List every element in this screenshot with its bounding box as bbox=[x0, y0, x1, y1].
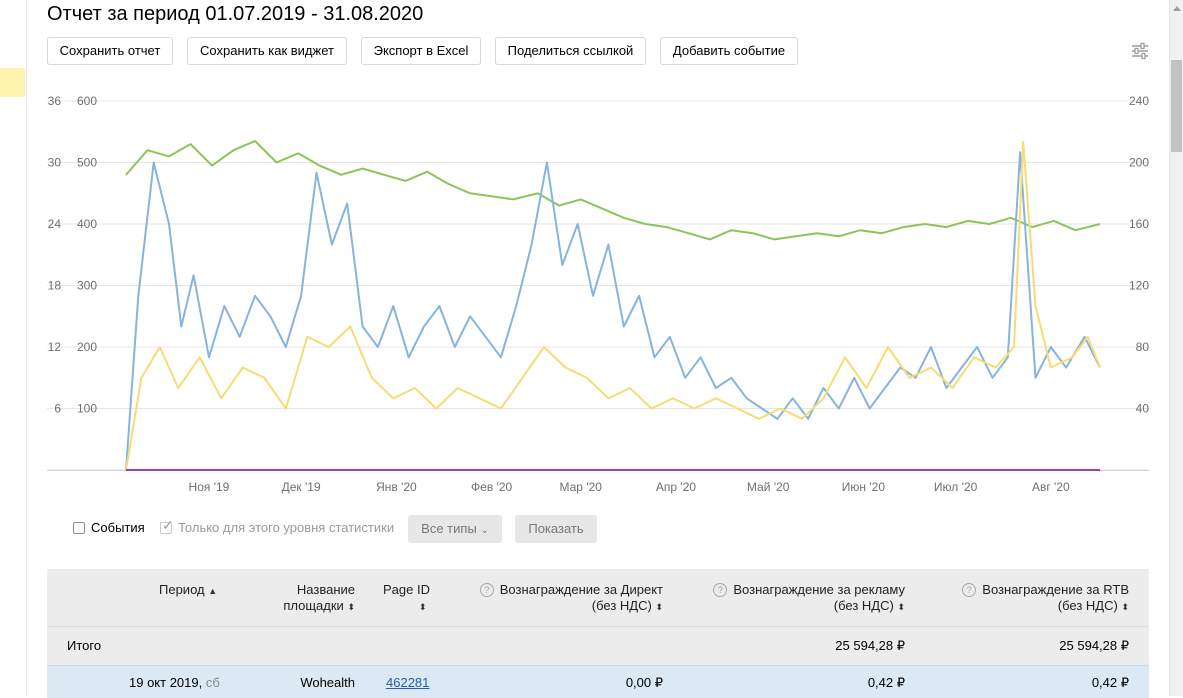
sort-asc-icon: ▲ bbox=[208, 586, 218, 596]
page-scrollbar[interactable] bbox=[1169, 0, 1183, 696]
chevron-down-icon: ⌄ bbox=[480, 525, 489, 536]
help-icon[interactable]: ? bbox=[962, 583, 977, 597]
total-label: Итого bbox=[67, 638, 102, 653]
left-axis-1-tick: 36 bbox=[48, 94, 62, 108]
row-site-name: Wohealth bbox=[300, 675, 355, 690]
sort-icon: ⬍ bbox=[655, 602, 663, 612]
x-axis-tick: Ноя '19 bbox=[189, 480, 230, 494]
x-axis-tick: Июн '20 bbox=[842, 480, 886, 494]
scrollbar-thumb[interactable] bbox=[1171, 60, 1182, 152]
chart-controls: События ✓ Только для этого уровня статис… bbox=[0, 514, 1183, 544]
right-axis-tick: 200 bbox=[1129, 156, 1149, 170]
add-event-button[interactable]: Добавить событие bbox=[660, 37, 798, 65]
checkmark-icon: ✓ bbox=[162, 517, 174, 533]
help-icon[interactable]: ? bbox=[479, 583, 494, 597]
x-axis-tick: Июл '20 bbox=[934, 480, 978, 494]
page-id-column-header[interactable]: Page ID ⬍ bbox=[383, 582, 430, 612]
help-icon[interactable]: ? bbox=[713, 583, 728, 597]
level-only-label: Только для этого уровня статистики bbox=[178, 520, 395, 535]
row-rtb-reward: 0,42 ₽ bbox=[1091, 675, 1129, 690]
right-axis-tick: 240 bbox=[1129, 94, 1149, 108]
show-button[interactable]: Показать bbox=[515, 515, 597, 543]
x-axis-tick: Янв '20 bbox=[376, 480, 417, 494]
x-axis-tick: Май '20 bbox=[747, 480, 790, 494]
total-ads-reward: 25 594,28 ₽ bbox=[835, 638, 905, 653]
right-axis-tick: 40 bbox=[1136, 402, 1150, 416]
right-axis-tick: 80 bbox=[1136, 340, 1150, 354]
table-row[interactable]: 19 окт 2019, сб Wohealth 462281 0,00 ₽ 0… bbox=[47, 665, 1149, 698]
sort-icon: ⬍ bbox=[1121, 602, 1129, 612]
total-rtb-reward: 25 594,28 ₽ bbox=[1059, 638, 1129, 653]
export-excel-button[interactable]: Экспорт в Excel bbox=[361, 37, 481, 65]
sort-icon: ⬍ bbox=[347, 602, 355, 612]
left-axis-2-tick: 600 bbox=[77, 94, 97, 108]
page-title: Отчет за период 01.07.2019 - 31.08.2020 bbox=[47, 3, 424, 25]
row-page-id-link[interactable]: 462281 bbox=[386, 675, 430, 690]
x-axis-tick: Фев '20 bbox=[471, 480, 512, 494]
scroll-up-icon[interactable] bbox=[1173, 6, 1181, 11]
series-line-2 bbox=[125, 141, 1101, 471]
share-link-button[interactable]: Поделиться ссылкой bbox=[495, 37, 646, 65]
direct-reward-column-header[interactable]: ? Вознаграждение за Директ (без НДС) ⬍ bbox=[467, 582, 663, 615]
types-dropdown-label: Все типы bbox=[421, 521, 477, 536]
table-header: Период ▲ Название площадки ⬍ Page ID ⬍ ?… bbox=[47, 569, 1149, 627]
left-axis-2-tick: 300 bbox=[77, 279, 97, 293]
series-line-0 bbox=[125, 140, 1101, 241]
row-ads-reward: 0,42 ₽ bbox=[867, 675, 905, 690]
x-axis-tick: Апр '20 bbox=[656, 480, 696, 494]
row-direct-reward: 0,00 ₽ bbox=[625, 675, 663, 690]
left-sidebar-strip bbox=[0, 0, 27, 696]
sidebar-active-marker bbox=[0, 68, 25, 97]
left-axis-2-tick: 200 bbox=[77, 340, 97, 354]
sliders-icon[interactable] bbox=[1130, 42, 1150, 60]
events-checkbox[interactable] bbox=[73, 522, 85, 534]
left-axis-1-tick: 18 bbox=[48, 279, 62, 293]
x-axis-tick: Авг '20 bbox=[1032, 480, 1070, 494]
left-axis-2-tick: 400 bbox=[77, 217, 97, 231]
left-axis-1-tick: 30 bbox=[48, 156, 62, 170]
sort-icon: ⬍ bbox=[897, 602, 905, 612]
period-column-header[interactable]: Период ▲ bbox=[159, 582, 218, 597]
total-row: Итого 25 594,28 ₽ 25 594,28 ₽ bbox=[47, 627, 1149, 665]
series-line-1 bbox=[125, 151, 1101, 471]
sort-icon: ⬍ bbox=[419, 602, 427, 612]
right-axis-tick: 160 bbox=[1129, 217, 1149, 231]
types-dropdown[interactable]: Все типы ⌄ bbox=[408, 515, 502, 543]
save-widget-button[interactable]: Сохранить как виджет bbox=[187, 37, 347, 65]
left-axis-2-tick: 500 bbox=[77, 156, 97, 170]
rtb-reward-column-header[interactable]: ? Вознаграждение за RTB (без НДС) ⬍ bbox=[947, 582, 1129, 615]
level-only-checkbox[interactable]: ✓ bbox=[160, 517, 174, 534]
left-axis-1-tick: 6 bbox=[54, 402, 61, 416]
save-report-button[interactable]: Сохранить отчет bbox=[47, 37, 173, 65]
left-axis-1-tick: 24 bbox=[48, 217, 62, 231]
right-axis-tick: 120 bbox=[1129, 279, 1149, 293]
events-label: События bbox=[91, 520, 145, 535]
site-name-column-header[interactable]: Название площадки ⬍ bbox=[283, 582, 355, 613]
x-axis-tick: Дек '19 bbox=[282, 480, 321, 494]
statistics-chart: 6 12 18 24 30 36 100 200 300 400 500 600 40 80 120 160 2… bbox=[47, 94, 1150, 494]
ads-reward-column-header[interactable]: ? Вознаграждение за рекламу (без НДС) ⬍ bbox=[697, 582, 905, 615]
x-axis-tick: Мар '20 bbox=[560, 480, 603, 494]
row-date: 19 окт 2019, сб bbox=[129, 675, 220, 690]
left-axis-1-tick: 12 bbox=[48, 340, 62, 354]
left-axis-2-tick: 100 bbox=[77, 402, 97, 416]
